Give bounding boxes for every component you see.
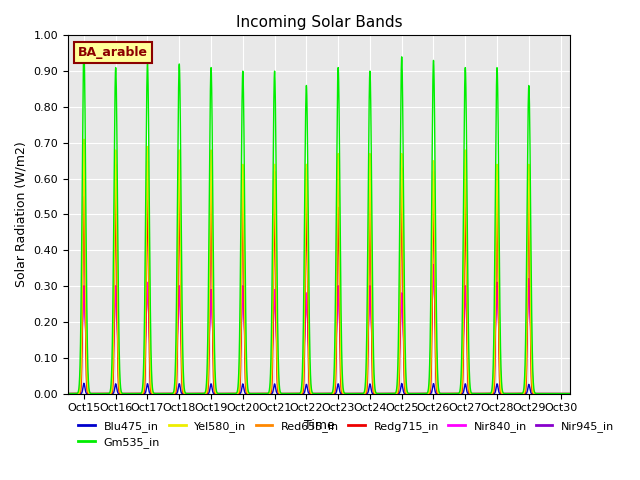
Line: Gm535_in: Gm535_in xyxy=(68,50,577,394)
Redg715_in xyxy=(313,391,321,396)
Nir945_in xyxy=(313,391,321,396)
Yel580_in xyxy=(313,391,321,396)
Line: Red655_in: Red655_in xyxy=(68,154,577,394)
Gm535_in xyxy=(313,391,321,396)
Yel580_in xyxy=(64,391,72,396)
Yel580_in xyxy=(546,391,554,396)
Nir840_in xyxy=(313,391,321,396)
Line: Redg715_in: Redg715_in xyxy=(68,197,577,394)
Yel580_in xyxy=(164,391,172,396)
Redg715_in xyxy=(164,391,172,396)
Gm535_in xyxy=(85,387,93,393)
Nir945_in xyxy=(85,391,93,396)
Nir945_in xyxy=(164,391,172,396)
Nir840_in xyxy=(164,391,172,396)
Nir945_in xyxy=(64,391,72,396)
Blu475_in xyxy=(67,391,74,396)
Red655_in xyxy=(67,391,74,396)
Redg715_in xyxy=(568,391,575,396)
Gm535_in xyxy=(164,391,172,396)
Yel580_in xyxy=(95,391,102,396)
Yel580_in xyxy=(80,136,88,142)
Red655_in xyxy=(80,151,88,156)
Line: Yel580_in: Yel580_in xyxy=(68,139,577,394)
Yel580_in xyxy=(85,390,93,396)
Red655_in xyxy=(64,391,72,396)
Redg715_in xyxy=(85,391,93,396)
Blu475_in xyxy=(64,391,72,396)
Nir945_in xyxy=(429,262,437,267)
Red655_in xyxy=(546,391,554,396)
Redg715_in xyxy=(64,391,72,396)
Y-axis label: Solar Radiation (W/m2): Solar Radiation (W/m2) xyxy=(15,142,28,288)
Line: Blu475_in: Blu475_in xyxy=(68,384,577,394)
Redg715_in xyxy=(80,194,88,200)
Red655_in xyxy=(85,391,93,396)
Gm535_in xyxy=(95,391,102,396)
Red655_in xyxy=(95,391,102,396)
Legend: Blu475_in, Gm535_in, Yel580_in, Red655_in, Redg715_in, Nir840_in, Nir945_in: Blu475_in, Gm535_in, Yel580_in, Red655_i… xyxy=(74,416,619,453)
Nir945_in xyxy=(546,391,554,396)
Blu475_in xyxy=(546,391,554,396)
Blu475_in xyxy=(313,391,321,396)
Blu475_in xyxy=(164,391,172,396)
Nir840_in xyxy=(546,391,554,396)
Nir840_in xyxy=(95,391,102,396)
Redg715_in xyxy=(546,391,554,396)
Gm535_in xyxy=(546,391,554,396)
Gm535_in xyxy=(573,391,580,396)
Nir945_in xyxy=(573,391,580,396)
Redg715_in xyxy=(95,391,102,396)
Red655_in xyxy=(573,391,580,396)
Nir840_in xyxy=(429,262,437,267)
Title: Incoming Solar Bands: Incoming Solar Bands xyxy=(236,15,403,30)
Redg715_in xyxy=(573,391,580,396)
Nir840_in xyxy=(64,391,72,396)
Blu475_in xyxy=(80,381,88,386)
Red655_in xyxy=(313,391,321,396)
Yel580_in xyxy=(573,391,580,396)
Blu475_in xyxy=(562,391,570,396)
Blu475_in xyxy=(573,391,580,396)
Redg715_in xyxy=(67,391,74,396)
Gm535_in xyxy=(67,391,74,396)
Nir945_in xyxy=(95,391,102,396)
Nir840_in xyxy=(85,391,93,396)
Nir945_in xyxy=(67,391,74,396)
Nir840_in xyxy=(67,391,74,396)
Gm535_in xyxy=(64,391,72,396)
Line: Nir840_in: Nir840_in xyxy=(68,264,577,394)
Nir840_in xyxy=(573,391,580,396)
Yel580_in xyxy=(67,391,74,396)
Red655_in xyxy=(164,391,172,396)
Gm535_in xyxy=(80,47,88,53)
Text: BA_arable: BA_arable xyxy=(78,46,148,59)
X-axis label: Time: Time xyxy=(304,419,335,432)
Blu475_in xyxy=(95,391,102,396)
Blu475_in xyxy=(85,391,93,396)
Line: Nir945_in: Nir945_in xyxy=(68,264,577,394)
